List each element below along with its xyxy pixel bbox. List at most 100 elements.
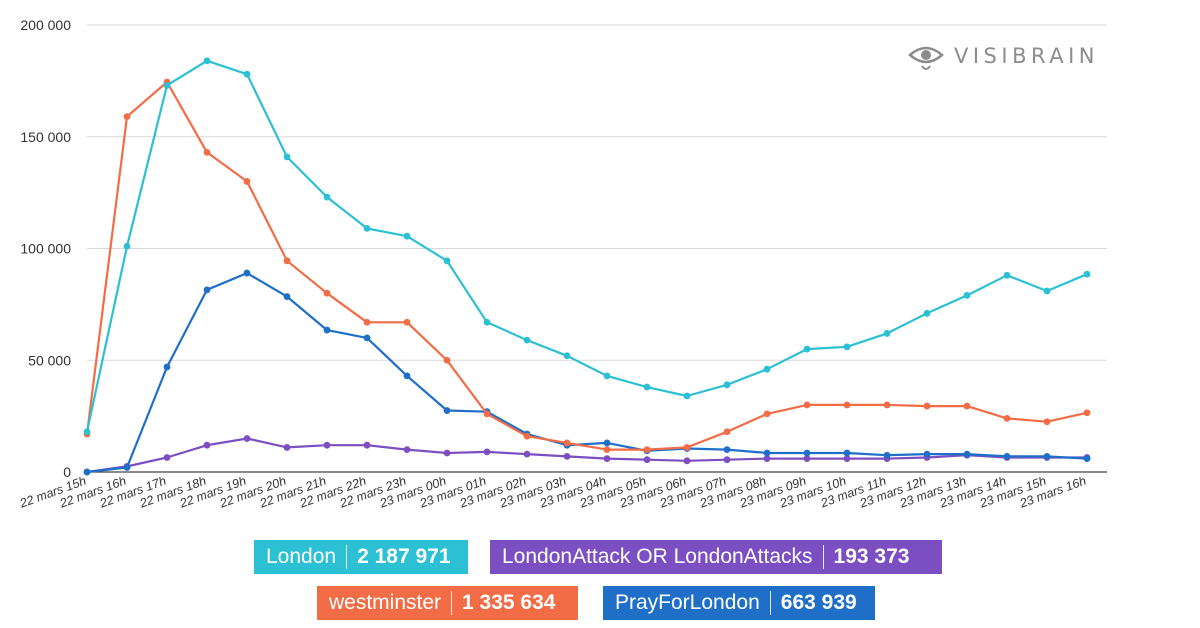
data-point bbox=[203, 148, 211, 156]
data-point bbox=[883, 451, 891, 459]
data-point bbox=[1003, 271, 1011, 279]
data-point bbox=[123, 113, 131, 121]
data-point bbox=[283, 257, 291, 265]
data-point bbox=[1003, 414, 1011, 422]
legend-item-london[interactable]: London 2 187 971 bbox=[254, 540, 468, 574]
data-point bbox=[763, 455, 771, 462]
y-tick-label: 0 bbox=[63, 464, 71, 480]
grid-lines bbox=[87, 24, 1107, 473]
data-point bbox=[483, 318, 491, 326]
data-point bbox=[443, 257, 451, 265]
data-point bbox=[843, 449, 851, 457]
legend-item-prayforlondon[interactable]: PrayForLondon 663 939 bbox=[603, 586, 875, 620]
data-point bbox=[443, 356, 451, 364]
data-point bbox=[363, 334, 371, 342]
data-point bbox=[763, 410, 771, 418]
data-point bbox=[1043, 287, 1051, 295]
data-point bbox=[243, 435, 251, 442]
data-point bbox=[723, 446, 731, 454]
data-point bbox=[1003, 452, 1011, 460]
data-point bbox=[443, 449, 451, 457]
data-point bbox=[723, 381, 731, 389]
data-point bbox=[963, 402, 971, 410]
data-point bbox=[723, 456, 731, 464]
data-point bbox=[963, 292, 971, 299]
data-point bbox=[283, 153, 291, 161]
data-point bbox=[363, 441, 371, 449]
data-point bbox=[323, 441, 331, 449]
data-point bbox=[403, 446, 411, 454]
data-point bbox=[403, 372, 411, 380]
series-line bbox=[86, 272, 1088, 474]
data-point bbox=[323, 193, 331, 201]
eye-logo-icon bbox=[908, 46, 944, 70]
data-point bbox=[203, 57, 211, 65]
data-point bbox=[443, 407, 451, 414]
legend-separator bbox=[769, 591, 771, 615]
legend-total: 663 939 bbox=[780, 591, 857, 614]
data-point bbox=[643, 383, 651, 391]
data-point bbox=[1083, 270, 1091, 278]
data-point bbox=[763, 365, 771, 373]
y-axis-ticks: 0 50 000 100 000 150 000 200 000 bbox=[20, 17, 71, 480]
data-point bbox=[203, 286, 211, 294]
data-point bbox=[1043, 418, 1051, 426]
brand-name: VISIBRAIN bbox=[954, 44, 1099, 68]
data-point bbox=[803, 449, 811, 457]
data-point bbox=[83, 428, 91, 436]
data-point bbox=[563, 452, 571, 460]
legend-total: 193 373 bbox=[833, 545, 910, 568]
data-point bbox=[923, 309, 931, 317]
y-tick-label: 200 000 bbox=[20, 17, 71, 33]
data-point bbox=[283, 444, 291, 451]
data-point bbox=[683, 457, 691, 465]
legend-total: 1 335 634 bbox=[462, 591, 556, 614]
legend-separator bbox=[451, 591, 453, 615]
data-point bbox=[643, 456, 651, 464]
series-prayforlondon bbox=[83, 269, 1091, 476]
data-point bbox=[83, 468, 91, 476]
data-point bbox=[803, 345, 811, 353]
brand-logo: VISIBRAIN bbox=[908, 44, 1099, 70]
data-point bbox=[363, 318, 371, 326]
data-point bbox=[963, 450, 971, 458]
data-point bbox=[563, 439, 571, 447]
data-point bbox=[483, 448, 491, 456]
legend-separator bbox=[346, 545, 348, 569]
data-point bbox=[1083, 455, 1091, 462]
data-point bbox=[563, 352, 571, 360]
data-point bbox=[603, 439, 611, 447]
y-tick-label: 150 000 bbox=[20, 129, 71, 145]
legend-item-westminster[interactable]: westminster 1 335 634 bbox=[317, 586, 578, 620]
data-point bbox=[523, 336, 531, 344]
data-point bbox=[683, 392, 691, 400]
legend-label: westminster bbox=[329, 591, 442, 614]
data-point bbox=[683, 444, 691, 451]
data-point bbox=[643, 446, 651, 454]
data-point bbox=[923, 402, 931, 410]
data-point bbox=[243, 178, 251, 185]
y-tick-label: 100 000 bbox=[20, 241, 71, 257]
series-line bbox=[85, 59, 1088, 433]
data-point bbox=[843, 343, 851, 351]
legend-item-londonattack-or-londonattacks[interactable]: LondonAttack OR LondonAttacks 193 373 bbox=[490, 540, 942, 574]
data-point bbox=[323, 326, 331, 334]
legend-label: London bbox=[266, 545, 337, 568]
data-point bbox=[163, 363, 171, 371]
series-line bbox=[86, 437, 1087, 474]
legend-label: LondonAttack OR LondonAttacks bbox=[502, 545, 813, 568]
series-line bbox=[85, 80, 1088, 451]
data-point bbox=[243, 269, 251, 277]
series-lines bbox=[83, 57, 1091, 476]
data-point bbox=[523, 450, 531, 458]
data-point bbox=[283, 293, 291, 300]
data-point bbox=[603, 455, 611, 462]
data-point bbox=[603, 372, 611, 380]
data-point bbox=[483, 410, 491, 418]
data-point bbox=[323, 289, 331, 297]
data-point bbox=[803, 455, 811, 462]
data-point bbox=[163, 454, 171, 461]
data-point bbox=[363, 224, 371, 232]
